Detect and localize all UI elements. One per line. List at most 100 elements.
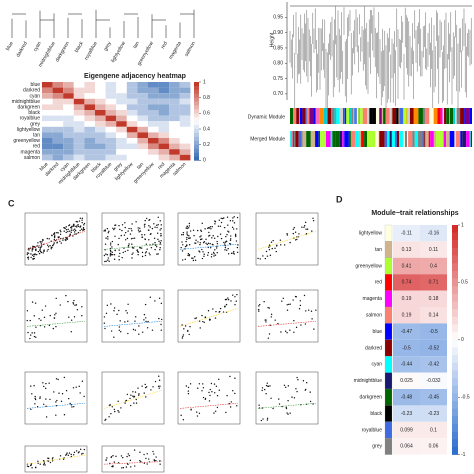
scatter-point [232,220,234,222]
heatmap-cell [137,82,148,88]
scatter-point [108,416,110,418]
scatter-point [35,466,37,469]
module-stripe [422,131,425,147]
colorbar-step [452,423,458,432]
heatmap-cell [95,82,106,88]
heatmap-cell [158,121,170,127]
scatter-point [125,399,128,402]
scatter-point [206,243,208,246]
scatter-point [186,233,188,235]
module-stripe [391,108,393,124]
module-stripe [361,131,365,147]
colorbar-tick-label: 0.2 [203,142,210,148]
module-stripe [298,131,301,147]
scatter-point [43,249,45,251]
heatmap-cell [179,104,191,110]
scatter-point [268,333,271,335]
heatmap-cell [148,115,159,122]
scatter-point [77,225,80,228]
y-tick-label: 0.85 [273,45,283,51]
scatter-point [131,253,133,256]
scatter-point [111,465,113,468]
scatter-point [294,231,297,233]
scatter-point [139,460,141,462]
scatter-point [143,462,146,464]
module-stripe [306,108,310,124]
scatter-point [209,246,212,249]
scatter-point [139,230,142,232]
scatter-point [33,332,36,334]
colorbar-step [452,293,458,302]
scatter-point [146,453,148,455]
scatter-point [117,243,119,246]
heatmap-cell [95,104,106,110]
colorbar-step [194,97,199,102]
heatmap-cell [137,126,148,133]
heatmap-cell [148,121,159,127]
scatter-point [43,462,46,465]
module-stripe [292,131,294,147]
scatter-point [229,220,232,222]
scatter-point [285,386,287,389]
scatter-point [59,229,61,232]
scatter-point [295,388,297,390]
scatter-point [213,383,216,385]
scatter-point [42,252,44,254]
scatter-point [188,225,191,227]
heatmap-cell [116,154,127,161]
trait-cell-label: 0.11 [429,247,439,253]
scatter-point [223,241,225,244]
trait-cell-label: -0.23 [428,411,440,417]
scatter-point [67,300,69,303]
scatter-point [223,217,225,219]
heatmap-cell [179,98,191,105]
module-stripe [322,131,327,147]
module-stripe [302,108,306,124]
scatter-point [127,230,129,232]
heatmap-cell [169,143,180,150]
colorbar-step [452,255,458,264]
scatter-point [195,239,197,241]
heatmap-cell [73,126,85,133]
scatter-point [66,238,69,240]
module-stripe [301,131,303,147]
module-stripe [355,131,359,147]
scatter-point [213,255,215,257]
scatter-point [44,305,47,307]
scatter-point [119,320,121,322]
module-stripe [309,108,315,124]
scatter-point [118,249,120,251]
scatter-point [159,463,161,465]
scatter-point [138,231,140,233]
heatmap-cell [158,126,170,133]
scatter-point [188,237,190,239]
scatter-point [127,463,129,466]
heatmap-cell [84,93,95,99]
heatmap-cell [52,93,64,99]
heatmap-cell [169,87,180,94]
scatter-point [310,310,313,312]
scatter-point [65,389,68,392]
module-stripe [454,108,457,124]
scatter-point [185,385,188,387]
heatmap-cell [169,138,180,144]
scatter-point [204,398,206,401]
scatter-point [227,247,229,250]
trait-cell-label: 0.06 [429,444,439,450]
module-stripe [396,131,400,147]
scatter-point [259,258,261,260]
scatter-frame [24,289,88,343]
scatter-point [195,242,197,244]
heatmap-row-label: greenyellow [13,138,40,144]
scatter-point [57,378,59,381]
scatter-point [153,459,155,461]
heatmap-cell [116,104,127,110]
colorbar-step [452,362,458,371]
scatter-point [30,256,32,259]
scatter-point [105,459,107,462]
scatter-point [37,250,40,253]
scatter-point [125,466,128,468]
scatter-point [109,242,112,244]
colorbar-step [452,408,458,417]
scatter-point [75,220,78,223]
